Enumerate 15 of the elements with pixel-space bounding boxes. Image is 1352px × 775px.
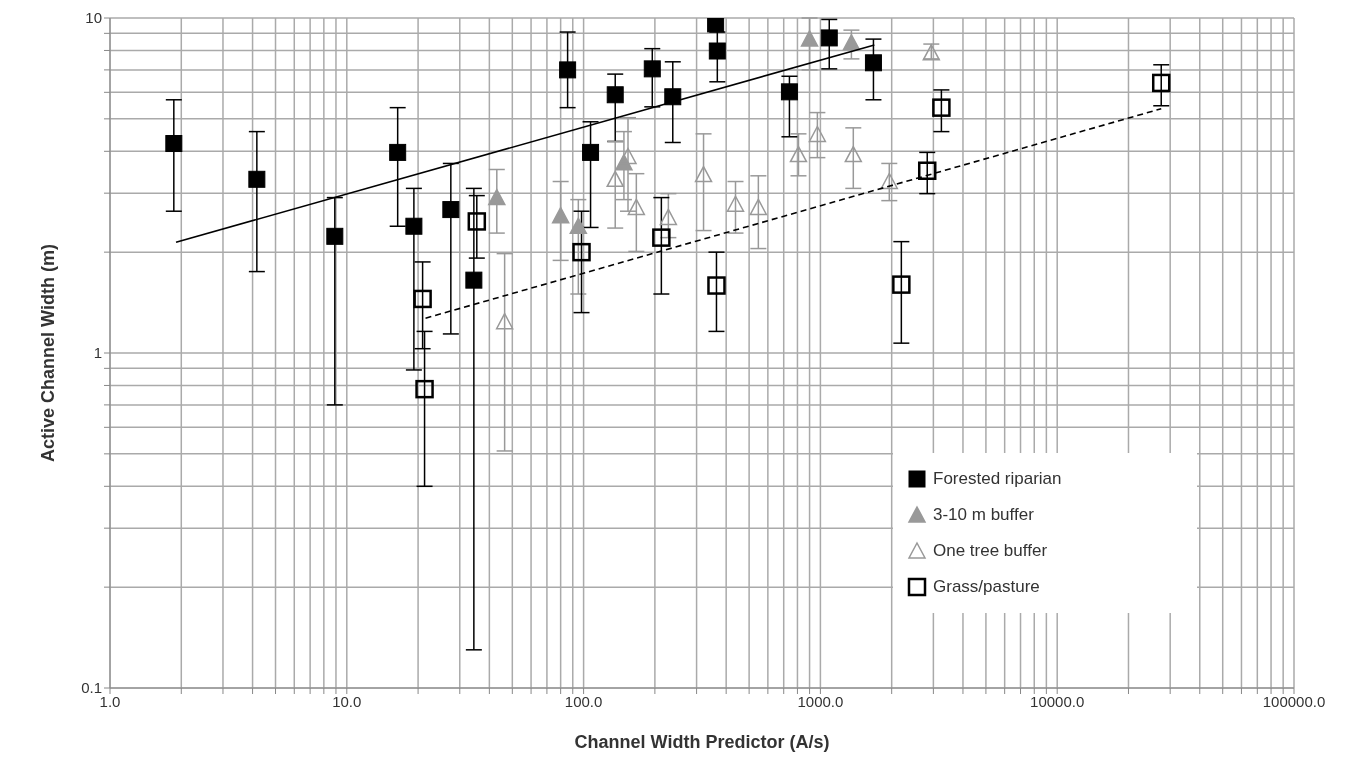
x-tick-label: 1.0 <box>99 692 121 710</box>
y-tick-label: 1 <box>93 344 102 362</box>
x-tick-label: 100.0 <box>564 692 603 710</box>
x-tick-label: 10000.0 <box>1030 692 1085 710</box>
x-axis-title: Channel Width Predictor (A/s) <box>574 732 830 752</box>
legend-label: 3-10 m buffer <box>933 505 1034 525</box>
y-tick-label: 0.1 <box>81 679 102 697</box>
y-tick-label: 10 <box>85 9 102 27</box>
x-tick-label: 1000.0 <box>797 692 844 710</box>
y-axis-title: Active Channel Width (m) <box>38 244 59 462</box>
legend-label: Forested riparian <box>933 469 1062 489</box>
x-tick-label: 10.0 <box>332 692 362 710</box>
legend-label: One tree buffer <box>933 541 1048 561</box>
legend-label: Grass/pasture <box>933 577 1040 597</box>
x-tick-label: 100000.0 <box>1262 692 1326 710</box>
